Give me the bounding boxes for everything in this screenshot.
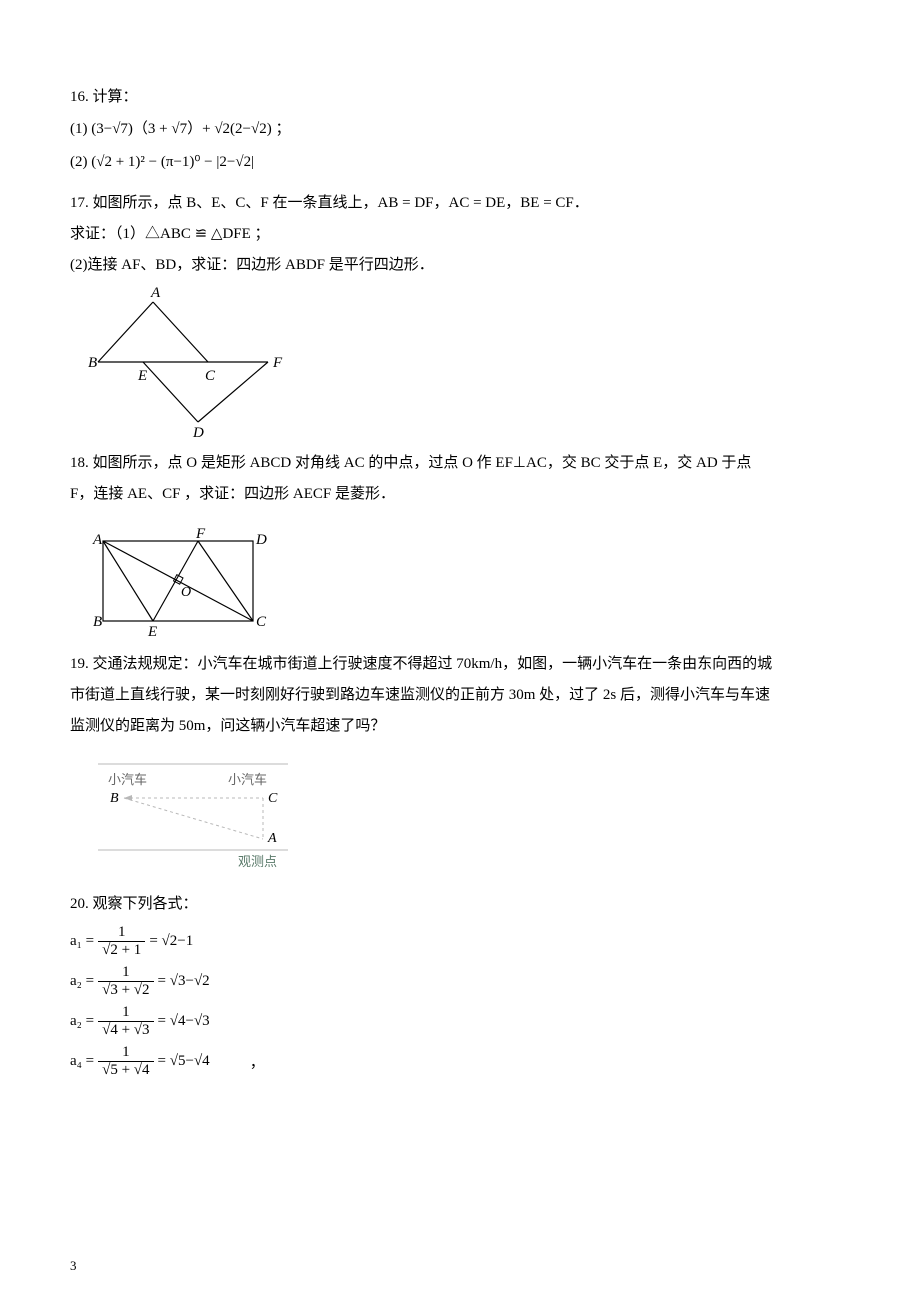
q20-a2: a₂ = 1 √3 + √2 = √3−√2: [70, 964, 850, 998]
q18-svg: A F D B E C O: [88, 526, 268, 636]
q19-figure: 小汽车 小汽车 B C A 观测点: [88, 754, 850, 879]
q18-line1: 18. 如图所示，点 O 是矩形 ABCD 对角线 AC 的中点，过点 O 作 …: [70, 450, 850, 477]
q17-figure: A B E C F D: [88, 287, 850, 442]
q20-a1-left: a₁ =: [70, 933, 94, 950]
q20-a2-right: = √3−√2: [158, 973, 210, 990]
q20-a3-left: a₂ =: [70, 1013, 94, 1030]
q19-label-a: A: [267, 831, 277, 846]
q19-car2-label: 小汽车: [228, 772, 267, 787]
q18-label-c: C: [256, 614, 267, 630]
q18-label-d: D: [255, 532, 267, 548]
q17-label-b: B: [88, 355, 97, 371]
q18-figure: A F D B E C O: [88, 526, 850, 641]
q19-obs-label: 观测点: [238, 854, 277, 869]
q17-label-e: E: [137, 368, 147, 384]
q16-title: 16. 计算：: [70, 84, 850, 111]
q20-a1-num: 1: [114, 924, 130, 941]
q20-a3: a₂ = 1 √4 + √3 = √4−√3: [70, 1004, 850, 1038]
q17-label-f: F: [272, 355, 283, 371]
q20-a4: a₄ = 1 √5 + √4 = √5−√4 ，: [70, 1044, 850, 1078]
q20-a3-num: 1: [118, 1004, 134, 1021]
q19-label-b: B: [110, 791, 119, 806]
q18-label-f: F: [195, 526, 206, 542]
q18-label-e: E: [147, 624, 157, 636]
fraction-icon: 1 √5 + √4: [98, 1044, 153, 1078]
q19-line3: 监测仪的距离为 50m，问这辆小汽车超速了吗？: [70, 713, 850, 740]
q20-a4-left: a₄ =: [70, 1053, 94, 1070]
q20-a1-den: √2 + 1: [98, 941, 145, 959]
q17-label-c: C: [205, 368, 216, 384]
fraction-icon: 1 √2 + 1: [98, 924, 145, 958]
q17-line3: (2)连接 AF、BD，求证：四边形 ABDF 是平行四边形．: [70, 252, 850, 279]
q18-label-b: B: [93, 614, 102, 630]
page-number: 3: [70, 1258, 77, 1274]
q17-label-d: D: [192, 425, 204, 437]
q20-a3-den: √4 + √3: [98, 1021, 153, 1039]
q20-a4-den: √5 + √4: [98, 1061, 153, 1079]
q18-label-o: O: [181, 585, 191, 600]
q20-a4-right: = √5−√4: [158, 1053, 210, 1070]
q19-label-c: C: [268, 791, 278, 806]
q16-part1: (1) (3−√7)（3 + √7）+ √2(2−√2) ；: [70, 115, 850, 144]
q20-a1: a₁ = 1 √2 + 1 = √2−1: [70, 924, 850, 958]
q18-line2: F，连接 AE、CF ，求证：四边形 AECF 是菱形．: [70, 481, 850, 508]
q20-a2-num: 1: [118, 964, 134, 981]
q20-a2-den: √3 + √2: [98, 981, 153, 999]
q20-formulas: a₁ = 1 √2 + 1 = √2−1 a₂ = 1 √3 + √2 = √3…: [70, 924, 850, 1078]
page: 16. 计算： (1) (3−√7)（3 + √7）+ √2(2−√2) ； (…: [0, 0, 920, 1302]
q20-a1-right: = √2−1: [149, 933, 193, 950]
q18-label-a: A: [92, 532, 103, 548]
q17-svg: A B E C F D: [88, 287, 288, 437]
q19-svg: 小汽车 小汽车 B C A 观测点: [88, 754, 298, 874]
q20-a2-left: a₂ =: [70, 973, 94, 990]
q19-car1-label: 小汽车: [108, 772, 147, 787]
q20-a3-right: = √4−√3: [158, 1013, 210, 1030]
q19-line1: 19. 交通法规规定：小汽车在城市街道上行驶速度不得超过 70km/h，如图，一…: [70, 651, 850, 678]
fraction-icon: 1 √4 + √3: [98, 1004, 153, 1038]
q20-title: 20. 观察下列各式：: [70, 891, 850, 918]
q19-line2: 市街道上直线行驶，某一时刻刚好行驶到路边车速监测仪的正前方 30m 处，过了 2…: [70, 682, 850, 709]
q20-comma: ，: [250, 1051, 265, 1072]
fraction-icon: 1 √3 + √2: [98, 964, 153, 998]
q17-label-a: A: [150, 287, 161, 301]
q20-a4-num: 1: [118, 1044, 134, 1061]
q17-line2: 求证：（1）△ABC ≌ △DFE ；: [70, 221, 850, 248]
q17-line1: 17. 如图所示，点 B、E、C、F 在一条直线上，AB = DF，AC = D…: [70, 190, 850, 217]
q16-part2: (2) (√2 + 1)² − (π−1)⁰ − |2−√2|: [70, 148, 850, 177]
